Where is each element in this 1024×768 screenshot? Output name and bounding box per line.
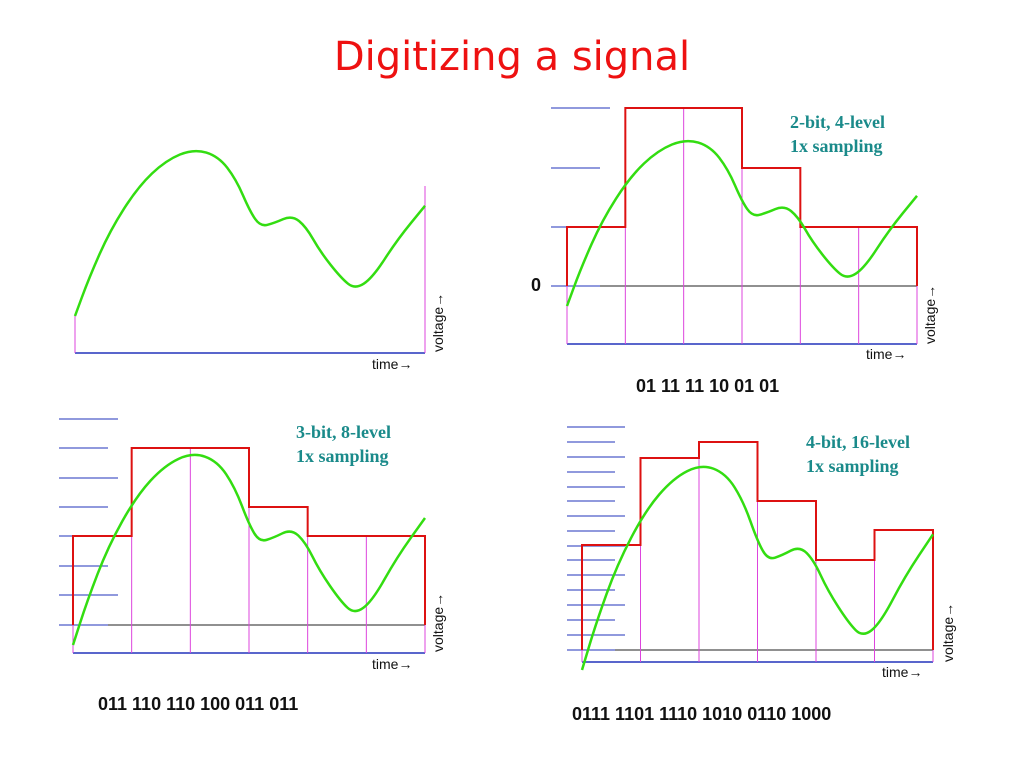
time-axis-label: time→: [866, 346, 907, 362]
slide-title: Digitizing a signal: [333, 34, 691, 80]
three-bit-caption-1: 3-bit, 8-level: [296, 422, 391, 442]
two-bit-caption-1: 2-bit, 4-level: [790, 112, 885, 132]
time-axis-label: time→: [372, 656, 413, 672]
four-bit-code: 0111 1101 1110 1010 0110 1000: [572, 704, 832, 724]
three-bit-caption-2: 1x sampling: [296, 446, 389, 466]
time-axis-label: time→: [372, 356, 413, 372]
four-bit-caption-1: 4-bit, 16-level: [806, 432, 910, 452]
voltage-axis-label: voltage→: [940, 602, 956, 662]
analog-signal-curve: [71, 453, 427, 646]
two-bit-code: 01 11 11 10 01 01: [636, 376, 780, 396]
analog-signal-curve: [580, 465, 935, 671]
quantized-step-trace: [581, 441, 934, 650]
quantized-step-trace: [566, 107, 918, 286]
analog-signal-curve: [73, 149, 426, 317]
analog-signal-curve: [565, 139, 918, 307]
quantized-step-trace: [72, 447, 426, 625]
two-bit-caption-2: 1x sampling: [790, 136, 883, 156]
four-bit-caption-2: 1x sampling: [806, 456, 899, 476]
three-bit-code: 011 110 110 100 011 011: [98, 694, 299, 714]
zero-level-label: 0: [531, 275, 542, 295]
time-axis-label: time→: [882, 664, 923, 680]
